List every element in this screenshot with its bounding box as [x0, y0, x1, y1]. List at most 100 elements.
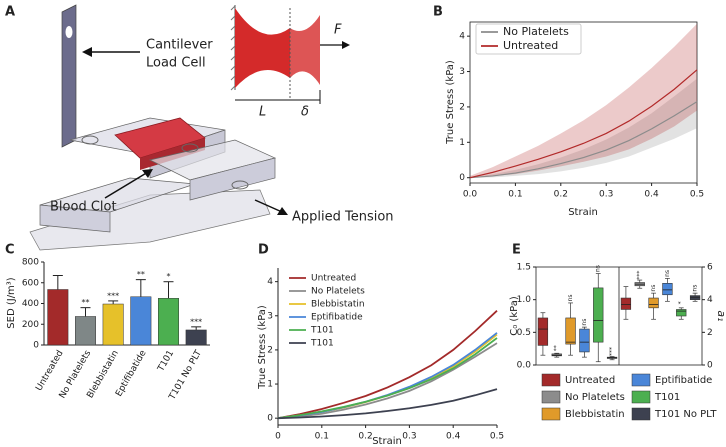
arrow-head: [142, 169, 153, 178]
x-tick-label: 0.4: [446, 432, 461, 442]
y-tick-label: 3: [459, 67, 465, 77]
line: [277, 342, 498, 420]
y-tick-label: 4: [459, 32, 465, 42]
x-tick-label: 0.2: [358, 432, 372, 442]
panel-letter: B: [433, 5, 443, 20]
y-tick-label: 1.5: [517, 263, 531, 273]
significance: ns: [650, 285, 657, 292]
y-tick-label: 6: [707, 263, 713, 273]
significance: *: [678, 301, 685, 304]
legend-swatch: [631, 390, 651, 404]
x-axis-label: Strain: [372, 436, 402, 447]
x-tick-label: 0.0: [463, 190, 478, 200]
significance: ***: [636, 271, 643, 280]
diagram-a: A Cantilever Load Cell Blood Clot Applie…: [5, 4, 394, 251]
arrow: [254, 199, 283, 213]
y-tick-label: 600: [22, 278, 39, 288]
bar: [158, 298, 179, 346]
y-tick-label: 0: [707, 361, 713, 371]
panel-letter: E: [512, 243, 521, 258]
x-tick-label: 0.3: [599, 190, 613, 200]
box: [620, 297, 632, 310]
hatch: [230, 5, 236, 91]
label: Applied Tension: [292, 210, 394, 225]
panel-letter: C: [5, 243, 15, 258]
legend-swatch: [541, 407, 561, 421]
x-tick-label: 0.5: [490, 432, 504, 442]
legend-label: Blebbistatin: [565, 409, 625, 420]
significance: ns: [581, 319, 588, 326]
line: [469, 101, 698, 179]
significance: *: [167, 272, 171, 281]
significance: **: [82, 298, 90, 307]
block: [189, 157, 276, 201]
y-axis-label: C₀ (kPa): [509, 296, 520, 336]
y-tick-label: 0.0: [517, 361, 532, 371]
significance: ns: [595, 265, 602, 272]
x-tick-label: 0.2: [554, 190, 568, 200]
x-tick-label: T101: [156, 349, 177, 375]
x-axis-label: Strain: [568, 207, 598, 218]
y-tick-label: 0.5: [517, 328, 531, 338]
legend-label: Blebbistatin: [311, 300, 365, 310]
legend-swatch: [631, 373, 651, 387]
y-axis-label: True Stress (kPa): [257, 305, 268, 390]
legend-label: No Platelets: [565, 392, 625, 403]
significance: ns: [664, 270, 671, 277]
box: [648, 297, 659, 309]
box: [662, 283, 673, 296]
legend-label: T101 No PLT: [654, 409, 717, 420]
screw: [81, 135, 99, 145]
x-tick-label: 0.1: [315, 432, 329, 442]
y-tick-label: 4: [267, 277, 273, 287]
y-tick-label: 2: [459, 102, 465, 112]
legend-label: T101: [310, 339, 334, 349]
box: [537, 317, 549, 346]
significance: **: [553, 345, 560, 351]
legend-label: Eptifibatide: [655, 375, 712, 386]
arrow-head: [82, 47, 92, 57]
x-tick-label: Untreated: [34, 349, 65, 393]
y-tick-label: 200: [22, 320, 39, 330]
panel-letter: A: [5, 5, 15, 20]
line: [277, 337, 498, 420]
box: [565, 317, 576, 345]
y-tick-label: 400: [22, 299, 39, 309]
arrow: [104, 171, 149, 199]
significance: **: [137, 270, 145, 279]
line: [277, 388, 498, 420]
y-tick-label: 1: [459, 138, 465, 148]
x-tick-label: 0.4: [644, 190, 659, 200]
box: [579, 328, 590, 353]
legend-label: No Platelets: [311, 287, 365, 297]
bar: [185, 329, 207, 346]
line: [469, 69, 698, 179]
line: [277, 310, 498, 420]
legend-label: Untreated: [311, 274, 356, 284]
bar: [102, 303, 124, 346]
significance: ***: [107, 291, 119, 300]
legend-label: T101: [654, 392, 680, 403]
x-tick-label: 0: [275, 432, 281, 442]
label: F: [334, 23, 342, 38]
significance: ns: [692, 285, 699, 292]
screw: [181, 143, 199, 153]
box: [676, 309, 687, 317]
y-tick-label: 0: [459, 173, 465, 183]
legend-frame: [475, 23, 582, 55]
y-tick-label: 0: [33, 341, 39, 351]
y-tick-label: 800: [22, 258, 39, 268]
block: [39, 204, 111, 233]
significance: ***: [190, 317, 202, 326]
y-tick-label: 4: [707, 295, 713, 305]
label: L: [259, 105, 266, 120]
box: [689, 295, 701, 300]
y-tick-label: 0: [267, 414, 273, 424]
arrow-head: [277, 207, 288, 215]
label: Blood Clot: [50, 200, 117, 215]
y-tick-label: 3: [267, 311, 273, 321]
label: Cantilever: [146, 38, 213, 53]
box: [593, 287, 604, 343]
label: δ: [301, 105, 309, 120]
